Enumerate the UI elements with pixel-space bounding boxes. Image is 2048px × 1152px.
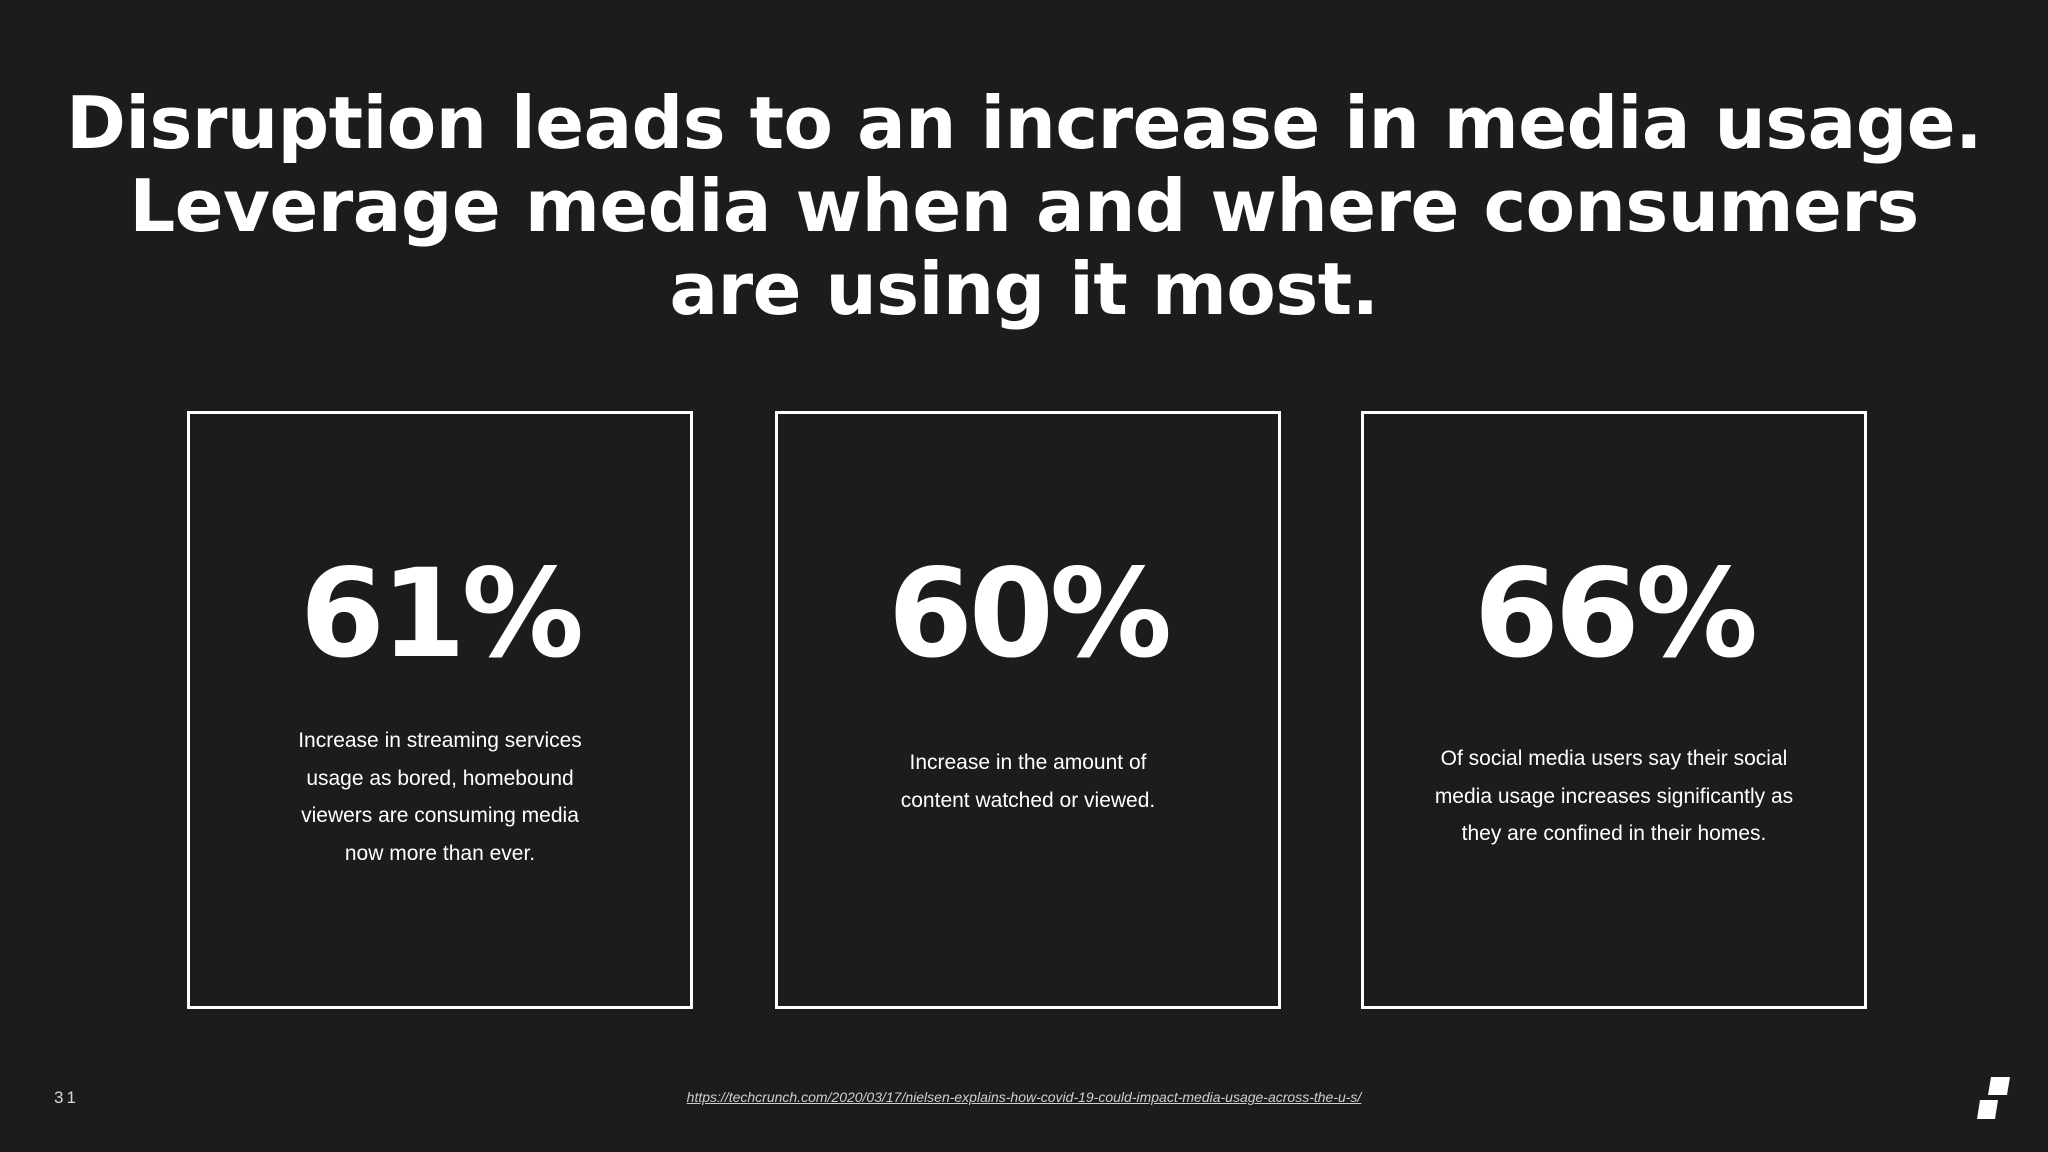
stat-description: Of social media users say their social m…	[1404, 740, 1824, 853]
title-line: Disruption leads to an increase in media…	[66, 81, 1982, 165]
stat-value: 60%	[887, 543, 1172, 685]
description-line: now more than ever.	[344, 841, 536, 865]
stat-description: Increase in the amount of content watche…	[818, 744, 1238, 819]
stat-value: 66%	[1473, 543, 1758, 685]
description-line: they are confined in their homes.	[1461, 822, 1767, 845]
description-line: usage as bored, homebound	[306, 766, 574, 790]
description-line: Increase in streaming services	[298, 729, 582, 752]
title-line: Leverage media when and where consumers	[129, 164, 1919, 248]
brand-logo-icon	[1977, 1077, 2010, 1119]
description-line: content watched or viewed.	[900, 788, 1156, 812]
description-line: viewers are consuming media	[301, 804, 579, 827]
stat-card-content: 60% Increase in the amount of content wa…	[775, 411, 1281, 1009]
stat-card-streaming: 61% Increase in streaming services usage…	[187, 411, 693, 1009]
description-line: Of social media users say their social	[1440, 747, 1788, 770]
stat-value: 61%	[299, 543, 584, 685]
description-line: Increase in the amount of	[909, 751, 1147, 774]
description-line: media usage increases significantly as	[1434, 784, 1794, 808]
stat-card-social: 66% Of social media users say their soci…	[1361, 411, 1867, 1009]
source-link[interactable]: https://techcrunch.com/2020/03/17/nielse…	[686, 1089, 1362, 1105]
page-number: 31	[54, 1088, 79, 1107]
title-line: are using it most.	[669, 247, 1379, 331]
stat-description: Increase in streaming services usage as …	[230, 722, 650, 872]
slide-title: Disruption leads to an increase in media…	[0, 82, 2048, 331]
